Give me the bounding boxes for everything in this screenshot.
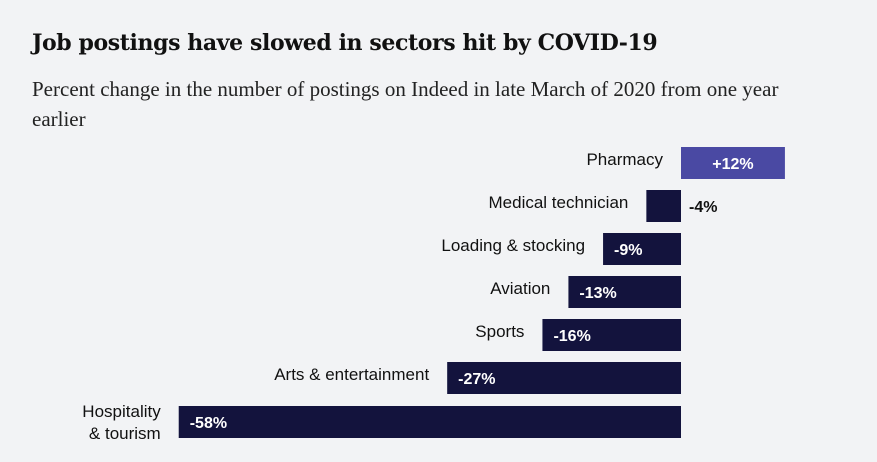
- value-label-0: +12%: [712, 156, 753, 173]
- value-label-1: -4%: [689, 199, 717, 216]
- value-label-4: -16%: [553, 328, 590, 345]
- value-label-3: -13%: [579, 285, 616, 302]
- bar-6: [178, 406, 681, 438]
- category-label-3: Aviation: [490, 279, 550, 298]
- bar-5: [447, 362, 681, 394]
- value-label-2: -9%: [614, 242, 642, 259]
- bar-2: [603, 233, 681, 265]
- category-label-6-line-1: & tourism: [89, 424, 161, 443]
- category-label-6-line-0: Hospitality: [82, 402, 161, 421]
- category-label-5: Arts & entertainment: [274, 365, 429, 384]
- bar-3: [568, 276, 681, 308]
- category-label-2: Loading & stocking: [441, 236, 585, 255]
- category-label-1: Medical technician: [489, 193, 629, 212]
- bar-4: [542, 319, 681, 351]
- value-label-6: -58%: [190, 415, 227, 432]
- category-label-0: Pharmacy: [586, 150, 663, 169]
- value-label-5: -27%: [458, 371, 495, 388]
- category-label-4: Sports: [475, 322, 524, 341]
- bar-0: [681, 147, 785, 179]
- chart-subtitle: Percent change in the number of postings…: [32, 77, 779, 131]
- bar-1: [646, 190, 681, 222]
- chart-title: Job postings have slowed in sectors hit …: [32, 30, 658, 56]
